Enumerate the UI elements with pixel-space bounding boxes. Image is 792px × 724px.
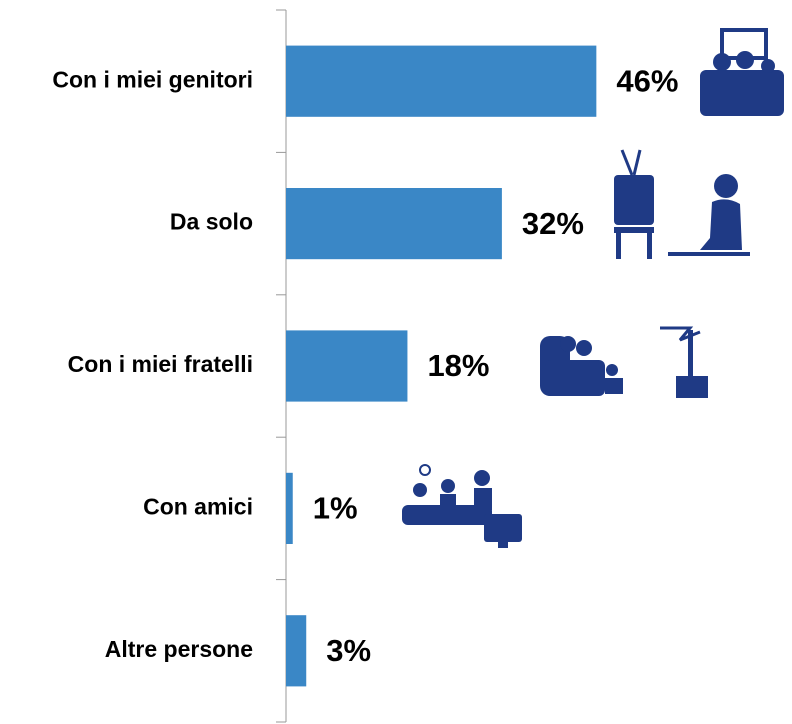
value-label: 18% — [427, 348, 489, 383]
value-label: 3% — [326, 633, 371, 668]
bar — [286, 615, 307, 687]
category-label: Altre persone — [105, 636, 253, 662]
value-label: 1% — [313, 491, 358, 526]
bar — [286, 472, 293, 544]
category-label: Con i miei genitori — [52, 66, 253, 92]
bar — [286, 188, 502, 260]
icons — [402, 28, 784, 548]
bar — [286, 330, 408, 402]
category-label: Con i miei fratelli — [68, 351, 253, 377]
icon-family — [700, 28, 784, 116]
value-label: 32% — [522, 206, 584, 241]
icon-alone — [614, 149, 750, 259]
category-label: Da solo — [170, 209, 253, 235]
icon-friends — [402, 464, 522, 548]
category-label: Con amici — [143, 493, 253, 519]
value-label: 46% — [616, 63, 678, 98]
icon-siblings — [540, 326, 708, 398]
bar — [286, 45, 597, 117]
